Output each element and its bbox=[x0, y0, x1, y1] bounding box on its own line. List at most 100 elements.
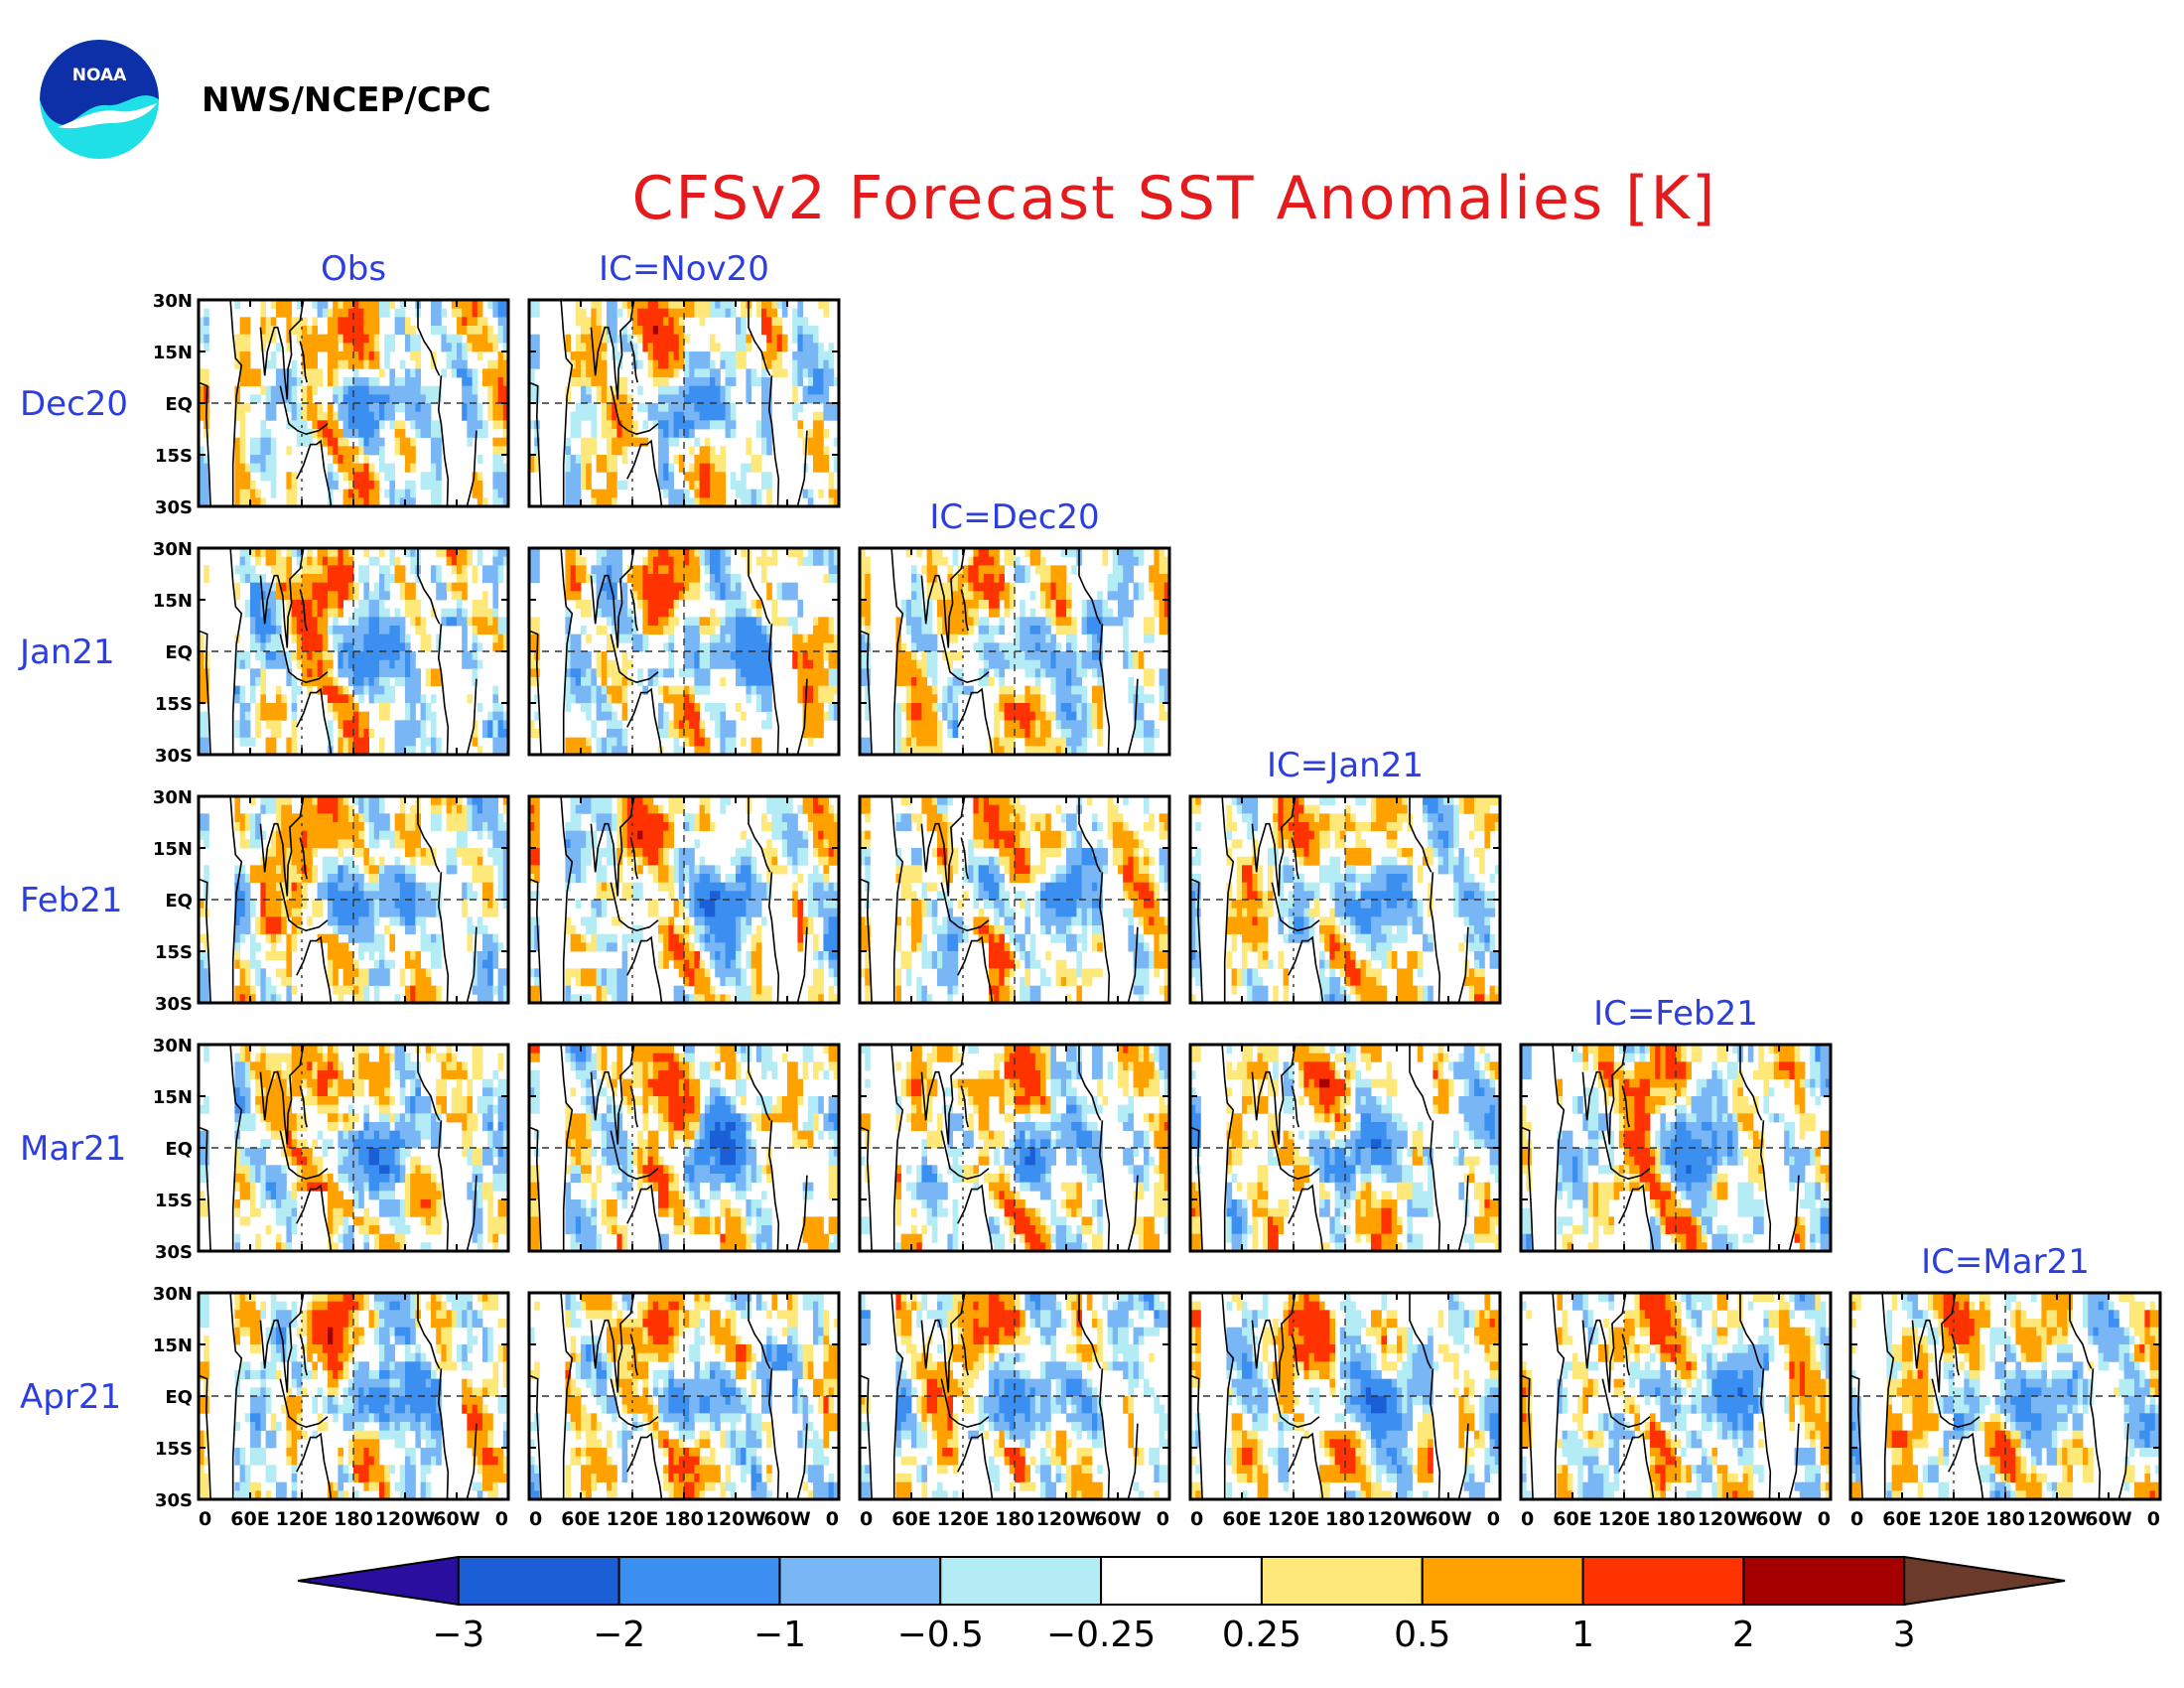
coastlines bbox=[1190, 796, 1469, 1003]
reference-lines bbox=[199, 300, 508, 506]
reference-lines bbox=[1190, 1045, 1500, 1251]
lon-tick-label: 120E bbox=[1268, 1508, 1320, 1530]
map-panel-nov20-feb21 bbox=[527, 794, 841, 1005]
column-label: Obs bbox=[321, 249, 386, 289]
map-panel-jan21-mar21 bbox=[1188, 1043, 1502, 1253]
lat-tick-label: 30N bbox=[153, 1036, 193, 1056]
coastlines bbox=[860, 1293, 1139, 1499]
lon-tick-label: 180 bbox=[1325, 1508, 1365, 1530]
map-panel-obs-mar21: 30N 15N EQ 15S 30S bbox=[153, 1036, 510, 1263]
lat-tick-label: 30S bbox=[155, 1490, 193, 1511]
colorbar-tick-label: −0.5 bbox=[897, 1615, 984, 1655]
reference-lines bbox=[199, 796, 508, 1003]
anomaly-field bbox=[1190, 1293, 1500, 1499]
anomaly-field bbox=[529, 796, 839, 1003]
map-panel-dec20-jan21 bbox=[858, 546, 1171, 757]
lat-tick-label: 15S bbox=[155, 942, 193, 963]
lon-tick-label: 180 bbox=[1985, 1508, 2025, 1530]
lon-tick-label: 60E bbox=[230, 1508, 269, 1530]
noaa-logo: NOAA bbox=[40, 40, 159, 159]
lon-tick-label: 60E bbox=[1553, 1508, 1591, 1530]
coastlines bbox=[529, 796, 808, 1003]
reference-lines bbox=[1521, 1045, 1831, 1251]
column-label: IC=Nov20 bbox=[599, 249, 769, 289]
colorbar-tick-label: 0.25 bbox=[1222, 1615, 1301, 1655]
colorbar-segment bbox=[457, 1556, 620, 1606]
column-label: IC=Mar21 bbox=[1921, 1242, 2090, 1282]
anomaly-field bbox=[1190, 1045, 1500, 1251]
anomaly-field bbox=[199, 548, 508, 755]
reference-lines bbox=[860, 796, 1169, 1003]
lat-tick-label: 30S bbox=[155, 994, 193, 1015]
anomaly-field bbox=[529, 300, 839, 506]
colorbar-segment bbox=[617, 1556, 781, 1606]
lon-tick-label: 0 bbox=[1157, 1508, 1169, 1530]
lon-tick-label: 60W bbox=[2085, 1508, 2131, 1530]
map-panels: 30N15NEQ15S30S30N15NEQ15S30S30N15NEQ15S3… bbox=[153, 291, 2162, 1530]
reference-lines bbox=[1850, 1293, 2160, 1499]
reference-lines bbox=[860, 548, 1169, 755]
coastlines bbox=[199, 796, 478, 1003]
reference-lines bbox=[199, 1293, 508, 1499]
lon-tick-label: 120W bbox=[1698, 1508, 1758, 1530]
anomaly-field bbox=[1521, 1293, 1831, 1499]
map-panel-jan21-feb21 bbox=[1188, 794, 1502, 1005]
lat-tick-label: 15N bbox=[153, 591, 193, 612]
lat-tick-label: EQ bbox=[165, 891, 193, 912]
colorbar-segment bbox=[297, 1555, 460, 1607]
lat-tick-label: 15S bbox=[155, 1439, 193, 1460]
lon-tick-label: 0 bbox=[1818, 1508, 1831, 1530]
colorbar-tick-label: 3 bbox=[1893, 1615, 1916, 1655]
row-label: Feb21 bbox=[20, 881, 122, 920]
reference-lines bbox=[1521, 1293, 1831, 1499]
coastlines bbox=[1521, 1045, 1800, 1251]
colorbar-tick-label: 2 bbox=[1732, 1615, 1755, 1655]
lat-tick-label: 15S bbox=[155, 1191, 193, 1211]
coastlines bbox=[199, 1293, 478, 1499]
lon-tick-label: 60W bbox=[433, 1508, 479, 1530]
map-panel-obs-feb21: 30N 15N EQ 15S 30S bbox=[153, 787, 510, 1015]
lon-tick-label: 0 bbox=[826, 1508, 839, 1530]
lon-tick-label: 180 bbox=[995, 1508, 1034, 1530]
logo-text: NOAA bbox=[72, 66, 127, 85]
figure-title: CFSv2 Forecast SST Anomalies [K] bbox=[632, 164, 1717, 233]
colorbar-segment bbox=[1100, 1556, 1263, 1606]
colorbar-segment bbox=[1260, 1556, 1424, 1606]
colorbar-tick-label: −0.25 bbox=[1046, 1615, 1156, 1655]
coastlines bbox=[1521, 1293, 1800, 1499]
lat-tick-label: 15N bbox=[153, 1336, 193, 1356]
colorbar-tick-label: −1 bbox=[753, 1615, 806, 1655]
coastlines bbox=[199, 548, 478, 755]
lon-tick-label: 0 bbox=[529, 1508, 542, 1530]
row-label: Apr21 bbox=[20, 1377, 121, 1417]
lon-tick-label: 0 bbox=[199, 1508, 211, 1530]
lon-tick-label: 60E bbox=[1222, 1508, 1261, 1530]
row-label: Mar21 bbox=[20, 1129, 126, 1169]
coastlines bbox=[1190, 1045, 1469, 1251]
lat-tick-label: 15N bbox=[153, 1087, 193, 1108]
colorbar-segment bbox=[939, 1556, 1103, 1606]
lon-tick-label: 120W bbox=[2027, 1508, 2088, 1530]
map-panel-obs-jan21: 30N 15N EQ 15S 30S bbox=[153, 539, 510, 767]
agency-label: NWS/NCEP/CPC bbox=[202, 80, 491, 120]
lat-tick-label: 30N bbox=[153, 539, 193, 560]
lat-tick-label: 30N bbox=[153, 1284, 193, 1305]
lon-tick-label: 0 bbox=[2147, 1508, 2160, 1530]
lat-tick-label: 15S bbox=[155, 694, 193, 715]
lon-tick-label: 60E bbox=[1882, 1508, 1921, 1530]
colorbar-tick-label: 0.5 bbox=[1394, 1615, 1450, 1655]
column-label: IC=Jan21 bbox=[1267, 746, 1424, 785]
reference-lines bbox=[199, 548, 508, 755]
reference-lines bbox=[529, 300, 839, 506]
lon-tick-label: 0 bbox=[1850, 1508, 1863, 1530]
row-label: Jan21 bbox=[18, 633, 115, 672]
lat-tick-label: 15S bbox=[155, 446, 193, 467]
lon-tick-label: 120W bbox=[1367, 1508, 1428, 1530]
map-panel-nov20-mar21 bbox=[527, 1043, 841, 1253]
lon-tick-label: 120E bbox=[607, 1508, 659, 1530]
